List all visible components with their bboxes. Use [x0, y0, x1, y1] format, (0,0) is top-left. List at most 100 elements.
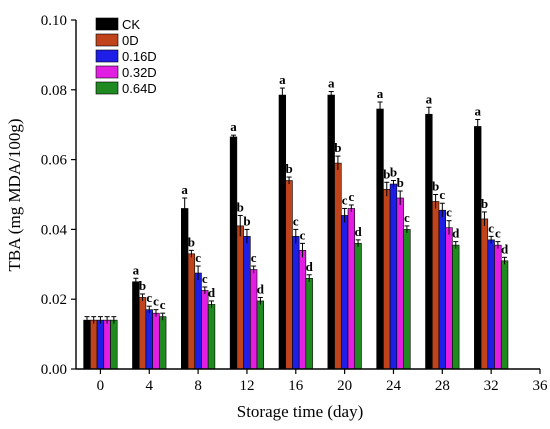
significance-label: c [488, 220, 494, 235]
significance-label: d [354, 224, 362, 239]
significance-label: b [390, 165, 397, 180]
significance-label: c [495, 226, 501, 241]
bar-064D-day-8 [207, 304, 216, 370]
bar-0D-day-12 [236, 225, 244, 370]
bar-016D-day-4 [145, 309, 153, 370]
y-ticks: 0.00 0.02 0.04 0.06 0.08 0.10 [41, 13, 76, 378]
significance-label: a [474, 103, 481, 118]
x-tick-label: 36 [533, 378, 549, 394]
y-tick-label: 0.02 [41, 292, 67, 308]
significance-label: c [404, 210, 410, 225]
bar-CK-day-12 [229, 136, 238, 370]
significance-label: a [279, 72, 286, 87]
x-tick-label: 32 [484, 378, 499, 394]
bar-016D-day-12 [243, 236, 251, 370]
significance-label: d [501, 241, 509, 256]
x-axis-title: Storage time (day) [237, 402, 364, 421]
significance-label: b [237, 199, 244, 214]
bar-0D-day-4 [138, 297, 147, 370]
significance-label: c [293, 213, 299, 228]
bar-CK-day-20 [327, 94, 335, 370]
significance-label: c [251, 250, 257, 265]
y-tick-label: 0.06 [41, 153, 68, 169]
significance-label: b [285, 161, 292, 176]
significance-label: c [146, 290, 152, 305]
bar-CK-day-24 [376, 108, 384, 370]
significance-label: a [328, 76, 335, 91]
significance-label: c [446, 205, 452, 220]
bar-016D-day-20 [340, 215, 349, 370]
x-tick-label: 0 [97, 378, 105, 394]
bar-032D-day-24 [396, 197, 404, 370]
bar-CK-day-32 [474, 126, 482, 370]
bar-016D-day-32 [487, 239, 495, 370]
significance-label: b [334, 140, 341, 155]
bar-0D-day-16 [285, 180, 293, 370]
y-tick-label: 0.10 [41, 13, 67, 29]
bar-064D-day-12 [256, 300, 265, 370]
bar-064D-day-4 [159, 316, 167, 370]
bar-016D-day-8 [194, 272, 202, 370]
legend-label: 0.16D [122, 49, 157, 64]
legend-label: CK [122, 17, 140, 32]
bar-064D-day-0 [110, 319, 118, 370]
y-tick-label: 0.08 [41, 83, 67, 99]
bar-016D-day-28 [438, 209, 446, 370]
significance-label: a [426, 91, 433, 106]
significance-label: c [160, 297, 166, 312]
significance-label: a [377, 86, 384, 101]
significance-label: d [306, 259, 314, 274]
significance-label: a [133, 262, 140, 277]
legend-swatch-032D [95, 65, 119, 79]
bar-032D-day-28 [445, 227, 453, 370]
significance-label: d [257, 281, 265, 296]
x-tick-label: 4 [146, 378, 154, 394]
axes [75, 20, 540, 370]
x-tick-label: 24 [386, 378, 402, 394]
bar-064D-day-20 [354, 243, 362, 370]
bar-CK-day-16 [278, 94, 287, 370]
bar-0D-day-28 [431, 201, 440, 370]
bar-0D-day-32 [480, 218, 489, 370]
bar-CK-day-0 [83, 319, 91, 370]
significance-label: c [202, 271, 208, 286]
significance-label: a [230, 119, 237, 134]
y-tick-label: 0.04 [41, 222, 68, 238]
bar-0D-day-8 [187, 253, 196, 370]
x-tick-label: 12 [239, 378, 254, 394]
bar-064D-day-24 [403, 229, 411, 370]
y-tick-label: 0.00 [41, 362, 67, 378]
bars-layer [83, 87, 509, 370]
legend-swatch-CK [95, 17, 119, 31]
bar-032D-day-32 [494, 244, 502, 370]
significance-label: c [195, 250, 201, 265]
significance-label: b [383, 166, 390, 181]
significance-label: d [452, 226, 460, 241]
bar-CK-day-8 [181, 208, 189, 370]
x-ticks: 0 4 8 12 16 20 24 28 32 36 [97, 369, 548, 394]
bar-0D-day-20 [334, 162, 342, 370]
bar-064D-day-16 [305, 277, 313, 370]
significance-label: b [397, 175, 404, 190]
significance-label: b [432, 179, 439, 194]
significance-label: b [243, 213, 250, 228]
x-tick-label: 16 [288, 378, 304, 394]
legend-swatch-064D [95, 81, 119, 95]
legend-swatch-0D [95, 33, 119, 47]
significance-label: b [481, 196, 488, 211]
bar-016D-day-24 [389, 183, 398, 370]
x-tick-label: 28 [435, 378, 450, 394]
significance-label: c [342, 192, 348, 207]
significance-label: c [439, 187, 445, 202]
bar-032D-day-8 [201, 290, 209, 370]
legend-label: 0.64D [122, 81, 157, 96]
legend-label: 0D [122, 33, 139, 48]
legend-swatch-016D [95, 49, 119, 63]
significance-label: b [139, 278, 146, 293]
y-axis-title: TBA (mg MDA/100g) [5, 119, 24, 272]
bar-0D-day-24 [383, 188, 391, 370]
bar-CK-day-28 [425, 113, 433, 370]
significance-label: d [208, 285, 216, 300]
